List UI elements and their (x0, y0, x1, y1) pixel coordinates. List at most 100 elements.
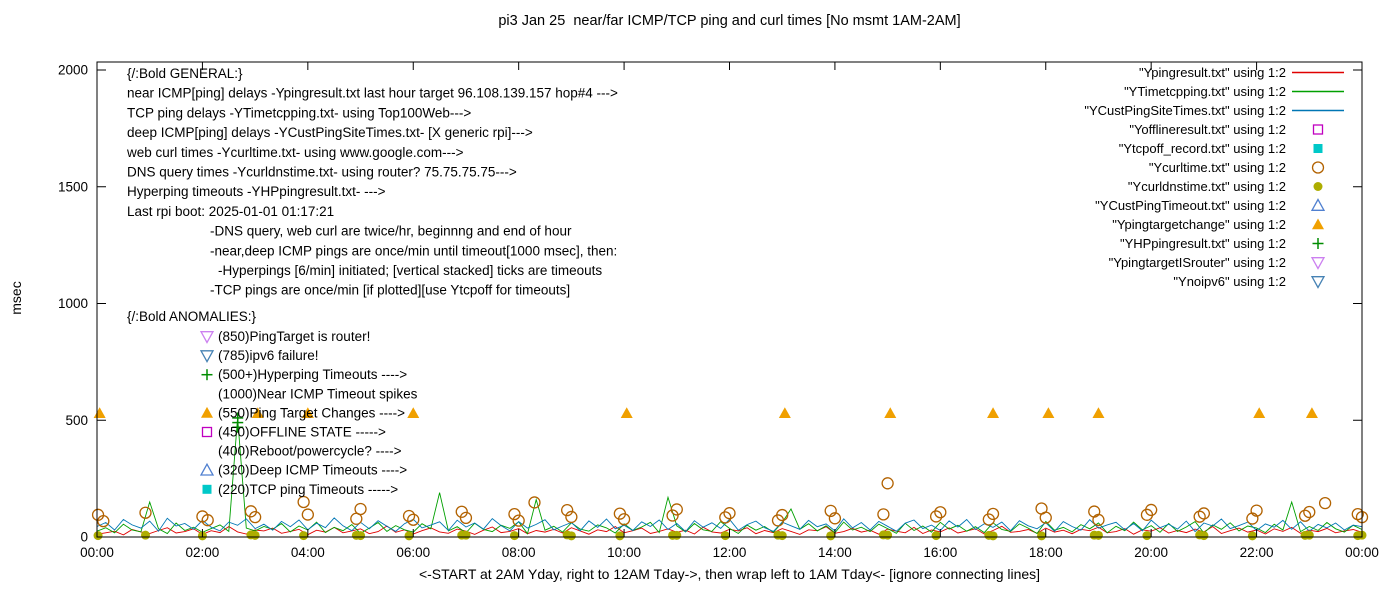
circle-filled-marker (461, 530, 471, 540)
circle-open-marker (407, 513, 420, 526)
general-annotation-line: -DNS query, web curl are twice/hr, begin… (210, 224, 572, 239)
y-tick-label: 500 (65, 413, 88, 428)
general-annotation-line: Hyperping timeouts -YHPpingresult.txt- -… (127, 184, 386, 199)
x-tick-label: 02:00 (186, 545, 220, 560)
triangle-filled-marker (987, 407, 1000, 419)
triangle-filled-marker (1092, 407, 1105, 419)
circle-filled-marker (566, 531, 576, 541)
legend-item-label: "Ycurldnstime.txt" using 1:2 (1128, 179, 1286, 194)
circle-filled-marker (140, 530, 150, 540)
circle-filled-marker (988, 531, 998, 541)
circle-open-marker (459, 511, 473, 525)
y-tick-label: 2000 (58, 63, 88, 78)
circle-filled-marker (883, 530, 893, 540)
circle-filled-marker (1313, 182, 1323, 191)
circle-open-marker (776, 508, 789, 522)
triangle-filled-marker (251, 407, 264, 419)
circle-open-marker (666, 509, 679, 522)
circle-filled-marker (1037, 531, 1047, 541)
circle-filled-marker (356, 531, 366, 541)
circle-filled-marker (1142, 531, 1152, 541)
x-tick-label: 18:00 (1029, 545, 1063, 560)
triangle-filled-marker (778, 407, 791, 419)
circle-open-marker (561, 503, 574, 517)
circle-filled-marker (615, 531, 625, 541)
square-open-marker (201, 426, 213, 438)
circle-filled-marker (250, 530, 260, 540)
circle-open-marker (139, 506, 152, 519)
anomaly-item-label: (550)Ping Target Changes ----> (218, 405, 405, 420)
circle-filled-marker (299, 531, 309, 541)
legend-item-label: "Ynoipv6" using 1:2 (1173, 274, 1286, 289)
circle-filled-marker (672, 530, 682, 540)
general-annotation-line: -near,deep ICMP pings are once/min until… (210, 243, 617, 258)
circle-open-marker (565, 510, 578, 524)
general-annotation-line: DNS query times -Ycurldnstime.txt- using… (127, 165, 517, 180)
circle-filled-marker (1304, 530, 1314, 540)
circle-open-marker (1193, 510, 1206, 523)
circle-filled-marker (777, 531, 787, 541)
circle-open-marker (1318, 496, 1332, 510)
triangle-filled-marker (1253, 407, 1266, 419)
general-annotation-line: deep ICMP[ping] delays -YCustPingSiteTim… (127, 125, 533, 140)
circle-open-marker (986, 507, 1000, 521)
circle-open-marker (1250, 504, 1263, 517)
circle-open-marker (455, 505, 468, 518)
circle-open-marker (528, 496, 541, 509)
triangle-open-marker (199, 462, 215, 476)
triangle-filled-marker (301, 407, 314, 419)
circle-filled-marker (720, 531, 730, 541)
circle-filled-marker (1247, 531, 1257, 541)
legend-item-label: "YTimetcpping.txt" using 1:2 (1124, 84, 1286, 99)
circle-open-marker (512, 514, 525, 527)
nabla-open-marker (199, 350, 215, 363)
triangle-open-marker (1310, 198, 1326, 211)
x-tick-label: 10:00 (607, 545, 641, 560)
chart-title: pi3 Jan 25 near/far ICMP/TCP ping and cu… (498, 13, 961, 29)
circle-open-marker (723, 507, 736, 520)
triangle-filled-marker (93, 407, 106, 419)
circle-filled-marker (1093, 530, 1103, 540)
circle-open-marker (934, 506, 947, 519)
x-tick-label: 12:00 (713, 545, 747, 560)
anomaly-item-label: (320)Deep ICMP Timeouts ----> (218, 463, 407, 478)
anomaly-item-label: (850)PingTarget is router! (218, 329, 370, 344)
y-tick-label: 1000 (58, 296, 88, 311)
circle-filled-marker (509, 531, 519, 541)
circle-open-marker (824, 504, 837, 517)
anomaly-item-label: (450)OFFLINE STATE -----> (218, 425, 386, 440)
legend-item-label: "YpingtargetISrouter" using 1:2 (1109, 255, 1286, 270)
x-tick-label: 04:00 (291, 545, 325, 560)
y-tick-label: 0 (80, 530, 88, 545)
anomalies-header: {/:Bold ANOMALIES:} (127, 309, 257, 324)
nabla-open-marker (199, 331, 215, 344)
general-annotation-line: {/:Bold GENERAL:} (127, 66, 243, 81)
legend-item-label: "Ypingresult.txt" using 1:2 (1139, 65, 1286, 80)
legend-item-label: "Ycurltime.txt" using 1:2 (1149, 160, 1286, 175)
x-tick-label: 14:00 (818, 545, 852, 560)
x-tick-label: 22:00 (1240, 545, 1274, 560)
circle-open-marker (201, 514, 214, 527)
circle-open-marker (402, 509, 416, 523)
circle-open-marker (881, 477, 894, 490)
legend-item-label: "YCustPingTimeout.txt" using 1:2 (1095, 198, 1286, 213)
circle-open-marker (1197, 507, 1211, 520)
square-filled-marker (202, 484, 212, 494)
general-annotation-line: near ICMP[ping] delays -Ypingresult.txt … (127, 86, 618, 101)
circle-open-marker (1145, 503, 1158, 517)
circle-open-marker (617, 513, 631, 526)
x-axis-label: <-START at 2AM Yday, right to 12AM Tday-… (418, 566, 1041, 582)
circle-filled-marker (404, 531, 414, 541)
circle-open-marker (1092, 513, 1105, 527)
anomaly-item-label: (785)ipv6 failure! (218, 348, 319, 363)
circle-open-marker (1311, 161, 1325, 174)
nabla-open-marker (1310, 276, 1326, 289)
circle-open-marker (297, 495, 310, 509)
triangle-filled-marker (201, 406, 213, 418)
general-annotation-line: web curl times -Ycurltime.txt- using www… (126, 145, 464, 160)
square-filled-marker (1313, 144, 1323, 153)
circle-filled-marker (1199, 531, 1209, 541)
circle-open-marker (1039, 511, 1052, 524)
triangle-filled-marker (1312, 218, 1324, 230)
circle-open-marker (1088, 505, 1101, 518)
